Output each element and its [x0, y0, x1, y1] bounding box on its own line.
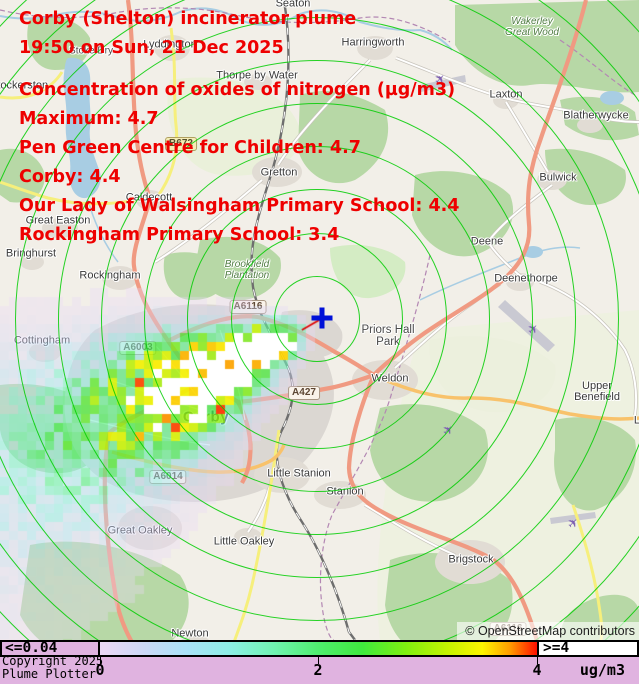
tick-mark [100, 657, 101, 664]
colorbar-gradient [100, 640, 537, 657]
colorbar-max-label: >=4 [537, 640, 639, 657]
colorbar-min-label: <=0.04 [0, 640, 100, 657]
header-datetime: 19:50 on Sun, 21 Dec 2025 [19, 38, 284, 58]
osm-attribution-link[interactable]: © OpenStreetMap contributors [457, 622, 639, 640]
receptor-stat-line: Pen Green Centre for Children: 4.7 [19, 138, 361, 158]
receptor-stat-line: Maximum: 4.7 [19, 109, 159, 129]
tick-label: 0 [95, 661, 105, 679]
tick-label: 4 [532, 661, 542, 679]
colorbar: <=0.04 >=4 [0, 640, 639, 657]
tick-label: 2 [313, 661, 323, 679]
receptor-stat-line: Corby: 4.4 [19, 167, 121, 187]
page-title: Corby (Shelton) incinerator plume [19, 9, 357, 29]
incinerator-marker [311, 307, 333, 329]
legend-units: ug/m3 [579, 661, 625, 679]
receptor-stat-line: Our Lady of Walsingham Primary School: 4… [19, 196, 460, 216]
marker-bar-vertical [319, 307, 325, 329]
receptor-stat-line: Rockingham Primary School: 3.4 [19, 225, 340, 245]
copyright-text: Copyright 2025 Plume Plotter [2, 654, 104, 681]
range-rings-layer [0, 0, 639, 640]
map-viewport: StockerstonSeatonLyddingtonStoke DryHarr… [0, 0, 639, 640]
tick-mark [537, 657, 538, 664]
header-subtitle: Concentration of oxides of nitrogen (µg/… [19, 80, 456, 100]
tick-mark [318, 657, 319, 664]
header-block: Corby (Shelton) incinerator plume 19:50 … [19, 5, 356, 63]
stats-block: Concentration of oxides of nitrogen (µg/… [19, 76, 459, 250]
legend: <=0.04 >=4 0 2 4 ug/m3 Copyright 2025 Plum… [0, 640, 639, 684]
